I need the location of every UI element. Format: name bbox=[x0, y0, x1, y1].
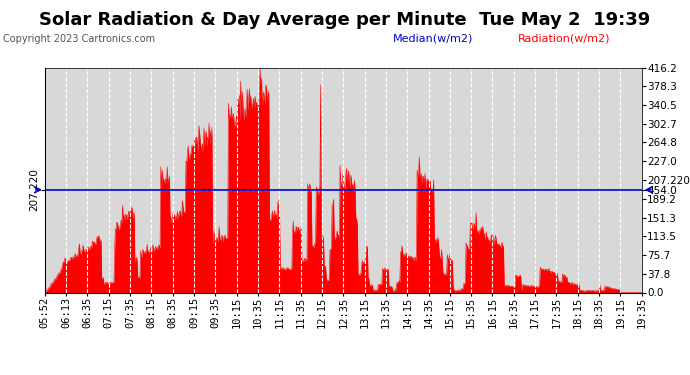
Text: Copyright 2023 Cartronics.com: Copyright 2023 Cartronics.com bbox=[3, 34, 155, 44]
Text: Solar Radiation & Day Average per Minute  Tue May 2  19:39: Solar Radiation & Day Average per Minute… bbox=[39, 11, 651, 29]
Text: Median(w/m2): Median(w/m2) bbox=[393, 34, 473, 44]
Text: Radiation(w/m2): Radiation(w/m2) bbox=[518, 34, 610, 44]
